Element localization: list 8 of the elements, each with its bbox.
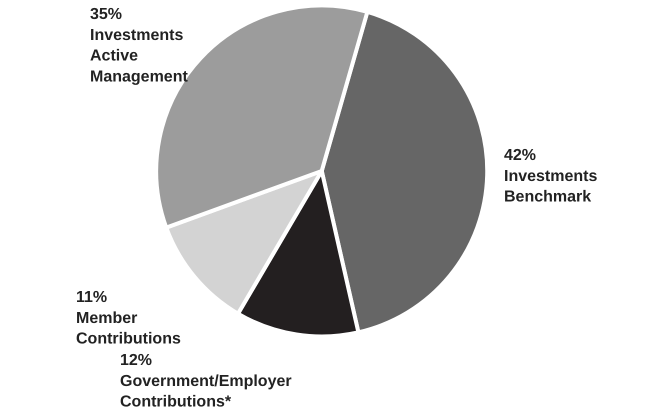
slice-label: Investments Benchmark xyxy=(504,168,598,206)
data-label: 12% xyxy=(120,352,152,369)
slice-label: Investments Active Management xyxy=(90,26,188,86)
slice-label: Member Contributions xyxy=(76,310,181,348)
data-label: 11% xyxy=(76,289,108,306)
data-label: 42% xyxy=(504,147,536,164)
slice-label: Government/Employer Contributions* xyxy=(120,372,292,411)
data-label: 35% xyxy=(90,6,122,23)
